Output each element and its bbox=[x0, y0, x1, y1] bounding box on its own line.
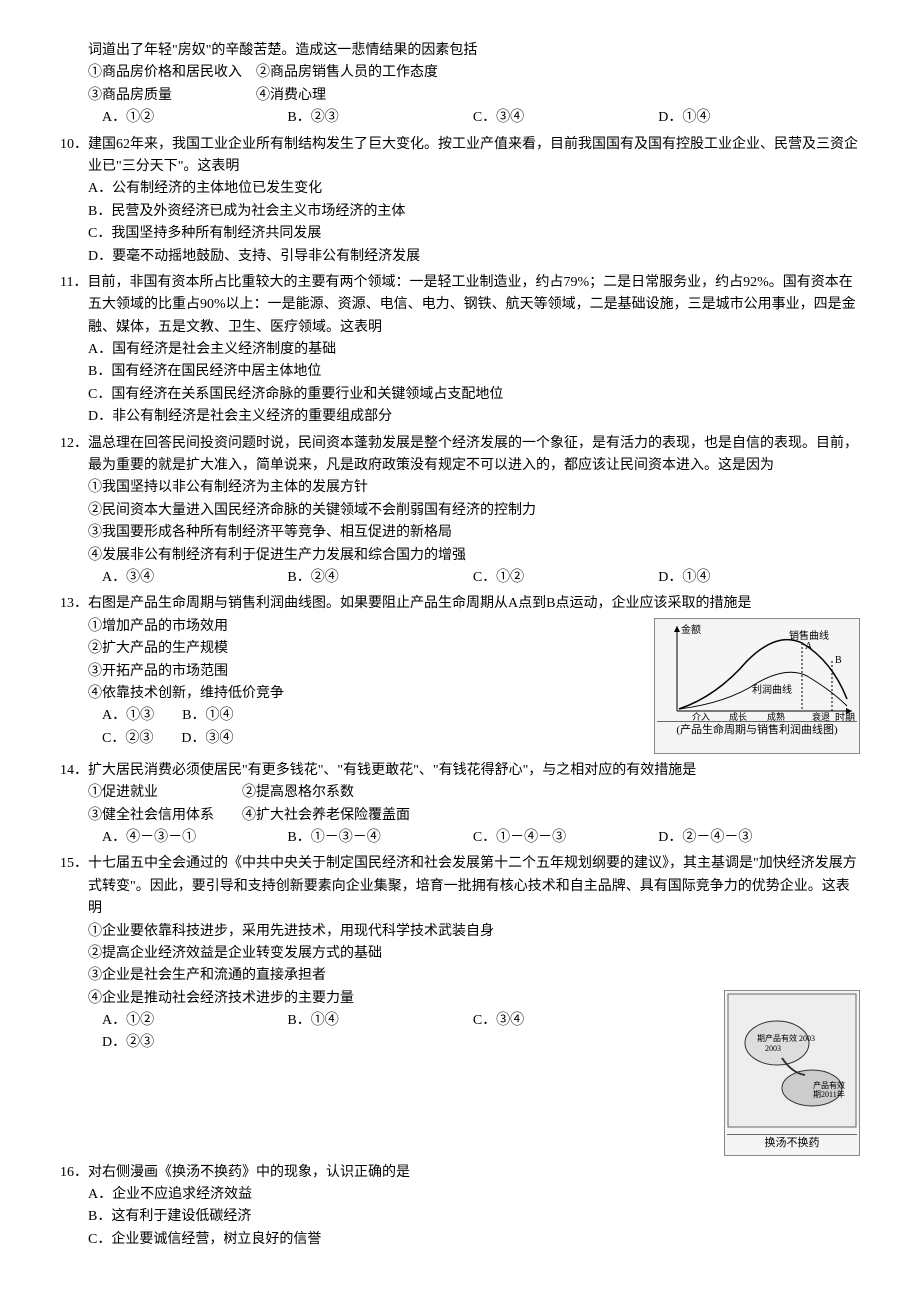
cartoon-caption: 换汤不换药 bbox=[727, 1134, 857, 1153]
q15-item-2: ②提高企业经济效益是企业转变发展方式的基础 bbox=[60, 943, 860, 965]
question-9-cont: 词道出了年轻"房奴"的辛酸苦楚。造成这一悲情结果的因素包括 ①商品房价格和居民收… bbox=[60, 40, 860, 130]
cartoon-image: 期产品有效 2003 2003 产品有效 期2011年 换汤不换药 bbox=[724, 990, 860, 1156]
q12-opt-c: C．①② bbox=[473, 567, 655, 589]
q9-opt-d: D．①④ bbox=[658, 107, 840, 129]
q10-stem: 10．建国62年来，我国工业企业所有制结构发生了巨大变化。按工业产值来看，目前我… bbox=[60, 134, 860, 179]
q12-item-3: ③我国要形成各种所有制经济平等竞争、相互促进的新格局 bbox=[60, 522, 860, 544]
question-16: 16．对右侧漫画《换汤不换药》中的现象，认识正确的是 A．企业不应追求经济效益 … bbox=[60, 1162, 860, 1252]
q11-stem: 11．目前，非国有资本所占比重较大的主要有两个领域：一是轻工业制造业，约占79%… bbox=[60, 272, 860, 339]
q10-opt-c: C．我国坚持多种所有制经济共同发展 bbox=[60, 223, 860, 245]
q10-opt-a: A．公有制经济的主体地位已发生变化 bbox=[60, 178, 860, 200]
q12-opt-d: D．①④ bbox=[658, 567, 840, 589]
q9-stem-cont: 词道出了年轻"房奴"的辛酸苦楚。造成这一悲情结果的因素包括 bbox=[60, 40, 860, 62]
q11-opt-a: A．国有经济是社会主义经济制度的基础 bbox=[60, 339, 860, 361]
q9-opt-b: B．②③ bbox=[287, 107, 469, 129]
q14-opt-b: B．①－③－④ bbox=[287, 827, 469, 849]
q14-stem-text: 扩大居民消费必须使居民"有更多钱花"、"有钱更敢花"、"有钱花得舒心"，与之相对… bbox=[88, 763, 696, 778]
q14-options: A．④－③－① B．①－③－④ C．①－④－③ D．②－④－③ bbox=[60, 827, 860, 849]
question-14: 14．扩大居民消费必须使居民"有更多钱花"、"有钱更敢花"、"有钱花得舒心"，与… bbox=[60, 760, 860, 850]
question-13: 13．右图是产品生命周期与销售利润曲线图。如果要阻止产品生命周期从A点到B点运动… bbox=[60, 593, 860, 755]
point-a: A bbox=[805, 641, 813, 652]
cartoon-new-label: 产品有效 bbox=[813, 1080, 845, 1090]
q15-num: 15． bbox=[60, 856, 88, 871]
q11-stem-text: 目前，非国有资本所占比重较大的主要有两个领域：一是轻工业制造业，约占79%；二是… bbox=[87, 275, 855, 335]
q14-num: 14． bbox=[60, 763, 88, 778]
q10-stem-text: 建国62年来，我国工业企业所有制结构发生了巨大变化。按工业产值来看，目前我国国有… bbox=[88, 137, 858, 174]
q15-opt-d: D．②③ bbox=[102, 1032, 284, 1054]
q11-opt-c: C．国有经济在关系国民经济命脉的重要行业和关键领域占支配地位 bbox=[60, 384, 860, 406]
q9-opt-a: A．①② bbox=[102, 107, 284, 129]
q9-item-2: ③商品房质量 ④消费心理 bbox=[60, 85, 860, 107]
ylabel: 金额 bbox=[681, 623, 701, 636]
q10-opt-b: B．民营及外资经济已成为社会主义市场经济的主体 bbox=[60, 201, 860, 223]
q14-item-2: ③健全社会信用体系 ④扩大社会养老保险覆盖面 bbox=[60, 805, 860, 827]
q16-stem-text: 对右侧漫画《换汤不换药》中的现象，认识正确的是 bbox=[88, 1165, 410, 1180]
chart-caption: (产品生命周期与销售利润曲线图) bbox=[657, 721, 857, 740]
lifecycle-chart: 金额 时期 销售曲线 利润曲线 A B 介入 成长 成熟 衰退 (产品生命周期与… bbox=[654, 618, 860, 754]
q12-opt-a: A．③④ bbox=[102, 567, 284, 589]
q9-opt-c: C．③④ bbox=[473, 107, 655, 129]
svg-text:2003: 2003 bbox=[765, 1044, 781, 1053]
q15-opt-c: C．③④ bbox=[473, 1010, 655, 1032]
xtick-1: 介入 bbox=[692, 712, 710, 721]
profit-label: 利润曲线 bbox=[752, 683, 792, 696]
q9-item-1: ①商品房价格和居民收入 ②商品房销售人员的工作态度 bbox=[60, 62, 860, 84]
q13-stem-text: 右图是产品生命周期与销售利润曲线图。如果要阻止产品生命周期从A点到B点运动，企业… bbox=[88, 596, 751, 611]
question-10: 10．建国62年来，我国工业企业所有制结构发生了巨大变化。按工业产值来看，目前我… bbox=[60, 134, 860, 268]
question-15: 15．十七届五中全会通过的《中共中央关于制定国民经济和社会发展第十二个五年规划纲… bbox=[60, 853, 860, 1157]
q15-opt-b: B．①④ bbox=[287, 1010, 469, 1032]
q10-opt-d: D．要毫不动摇地鼓励、支持、引导非公有制经济发展 bbox=[60, 246, 860, 268]
xtick-2: 成长 bbox=[729, 711, 747, 721]
xtick-4: 衰退 bbox=[812, 711, 830, 721]
xtick-3: 成熟 bbox=[767, 711, 785, 721]
q13-stem: 13．右图是产品生命周期与销售利润曲线图。如果要阻止产品生命周期从A点到B点运动… bbox=[60, 593, 860, 615]
q14-opt-a: A．④－③－① bbox=[102, 827, 284, 849]
q16-num: 16． bbox=[60, 1165, 88, 1180]
q10-num: 10． bbox=[60, 137, 88, 152]
q15-item-3: ③企业是社会生产和流通的直接承担者 bbox=[60, 965, 860, 987]
q12-item-2: ②民间资本大量进入国民经济命脉的关键领域不会削弱国有经济的控制力 bbox=[60, 500, 860, 522]
q15-item-1: ①企业要依靠科技进步，采用先进技术，用现代科学技术武装自身 bbox=[60, 921, 860, 943]
xlabel: 时期 bbox=[835, 712, 855, 721]
q12-num: 12． bbox=[60, 436, 88, 451]
q14-opt-d: D．②－④－③ bbox=[658, 827, 840, 849]
question-12: 12．温总理在回答民间投资问题时说，民间资本蓬勃发展是整个经济发展的一个象征，是… bbox=[60, 433, 860, 590]
q16-stem: 16．对右侧漫画《换汤不换药》中的现象，认识正确的是 bbox=[60, 1162, 860, 1184]
q16-opt-a: A．企业不应追求经济效益 bbox=[60, 1184, 860, 1206]
q9-options: A．①② B．②③ C．③④ D．①④ bbox=[60, 107, 860, 129]
q15-stem: 15．十七届五中全会通过的《中共中央关于制定国民经济和社会发展第十二个五年规划纲… bbox=[60, 853, 860, 920]
q16-opt-b: B．这有利于建设低碳经济 bbox=[60, 1206, 860, 1228]
question-11: 11．目前，非国有资本所占比重较大的主要有两个领域：一是轻工业制造业，约占79%… bbox=[60, 272, 860, 429]
cartoon-svg: 期产品有效 2003 2003 产品有效 期2011年 bbox=[727, 993, 857, 1128]
svg-text:期2011年: 期2011年 bbox=[813, 1089, 845, 1099]
q15-opt-a: A．①② bbox=[102, 1010, 284, 1032]
q16-opt-c: C．企业要诚信经营，树立良好的信誉 bbox=[60, 1229, 860, 1251]
cartoon-old-label: 期产品有效 2003 bbox=[757, 1033, 815, 1043]
q12-options: A．③④ B．②④ C．①② D．①④ bbox=[60, 567, 860, 589]
q12-item-4: ④发展非公有制经济有利于促进生产力发展和综合国力的增强 bbox=[60, 545, 860, 567]
q13-num: 13． bbox=[60, 596, 88, 611]
q12-stem-text: 温总理在回答民间投资问题时说，民间资本蓬勃发展是整个经济发展的一个象征，是有活力… bbox=[88, 436, 858, 473]
q11-num: 11． bbox=[60, 275, 87, 290]
q14-item-1: ①促进就业 ②提高恩格尔系数 bbox=[60, 782, 860, 804]
lifecycle-chart-svg: 金额 时期 销售曲线 利润曲线 A B 介入 成长 成熟 衰退 bbox=[657, 621, 857, 721]
q12-opt-b: B．②④ bbox=[287, 567, 469, 589]
q12-item-1: ①我国坚持以非公有制经济为主体的发展方针 bbox=[60, 477, 860, 499]
point-b: B bbox=[835, 655, 842, 666]
q14-opt-c: C．①－④－③ bbox=[473, 827, 655, 849]
q12-stem: 12．温总理在回答民间投资问题时说，民间资本蓬勃发展是整个经济发展的一个象征，是… bbox=[60, 433, 860, 478]
q11-opt-d: D．非公有制经济是社会主义经济的重要组成部分 bbox=[60, 406, 860, 428]
q15-stem-text: 十七届五中全会通过的《中共中央关于制定国民经济和社会发展第十二个五年规划纲要的建… bbox=[88, 856, 857, 916]
q11-opt-b: B．国有经济在国民经济中居主体地位 bbox=[60, 361, 860, 383]
q14-stem: 14．扩大居民消费必须使居民"有更多钱花"、"有钱更敢花"、"有钱花得舒心"，与… bbox=[60, 760, 860, 782]
